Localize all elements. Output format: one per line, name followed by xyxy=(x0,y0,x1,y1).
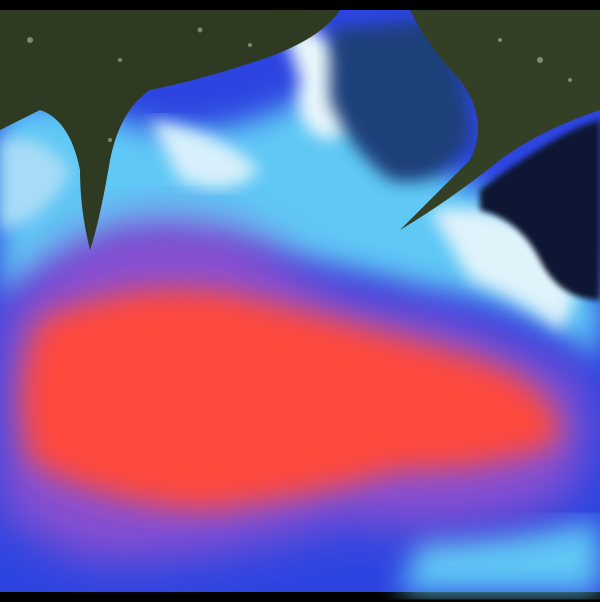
warm-plume xyxy=(0,220,587,560)
landmasses xyxy=(0,10,600,250)
asia-landmass xyxy=(0,10,340,250)
alaska-landmass xyxy=(400,10,600,230)
deep-water xyxy=(330,20,600,300)
